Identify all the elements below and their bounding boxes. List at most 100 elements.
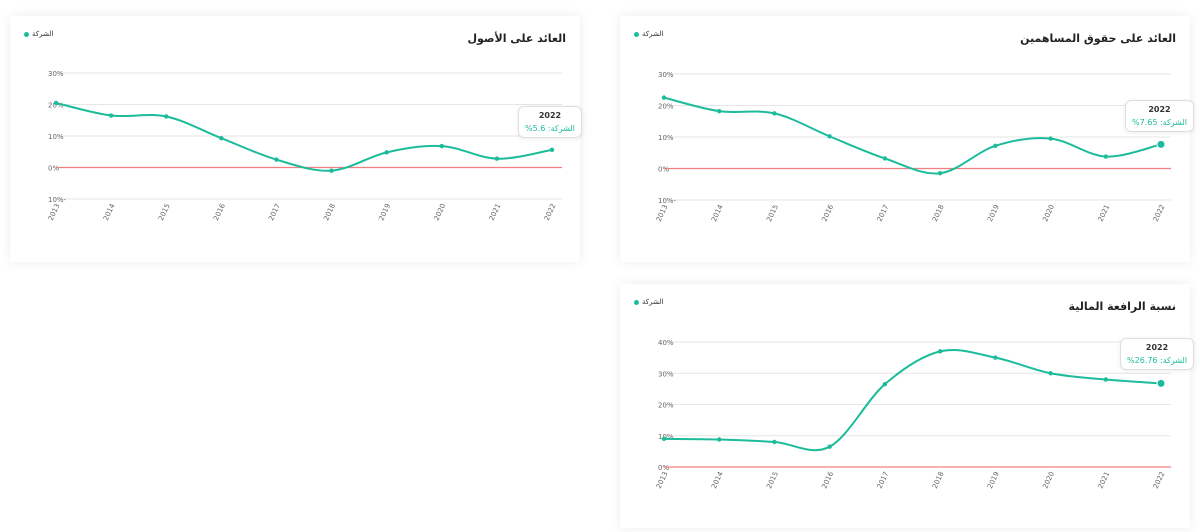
x-tick-label: 2019 <box>377 202 392 222</box>
data-point <box>1048 136 1053 141</box>
data-point <box>384 150 389 155</box>
x-tick-label: 2022 <box>543 202 558 222</box>
tooltip-value: 5.6% <box>525 124 546 133</box>
tooltip-value: 7.65% <box>1132 118 1158 127</box>
y-tick-label: 0% <box>658 166 669 174</box>
x-tick-label: 2020 <box>1041 203 1056 223</box>
data-point <box>882 381 888 387</box>
x-tick-label: 2022 <box>1152 203 1167 223</box>
data-point <box>661 436 667 442</box>
data-point <box>1103 377 1108 382</box>
x-tick-label: 2019 <box>986 470 1001 490</box>
data-point <box>937 349 943 354</box>
tooltip-series-label: الشركة <box>550 124 575 133</box>
tooltip-year: 2022 <box>1148 105 1171 114</box>
x-tick-label: 2019 <box>986 203 1001 223</box>
x-tick-label: 2022 <box>1152 470 1167 490</box>
data-point <box>329 168 334 173</box>
tooltip-year: 2022 <box>538 111 562 120</box>
legend-label: الشركة <box>32 30 54 38</box>
x-tick-label: 2018 <box>931 470 946 490</box>
y-tick-label: 20% <box>658 103 674 111</box>
chart-title: العائد على الأصول <box>467 32 566 45</box>
x-tick-label: 2018 <box>931 203 946 223</box>
chart-title: العائد على حقوق المساهمين <box>1020 32 1176 45</box>
data-point <box>108 113 114 118</box>
data-point <box>1103 154 1108 159</box>
x-tick-label: 2021 <box>1097 470 1112 490</box>
x-tick-label: 2020 <box>1041 470 1056 490</box>
data-point <box>993 355 998 360</box>
tooltip-value: 26.76% <box>1127 356 1158 365</box>
data-point <box>717 437 722 442</box>
roa-line-chart[interactable]: 30% 20% 10% 0% 10%-2013 2014 2015 2016 2017 2018 2… <box>10 16 580 262</box>
tooltip-series-label: الشركة <box>1162 356 1188 365</box>
x-tick-label: 2016 <box>820 470 835 490</box>
legend-label: الشركة <box>642 298 664 306</box>
chart-legend[interactable]: الشركة <box>634 30 663 38</box>
data-point <box>772 439 777 445</box>
data-point <box>661 95 667 100</box>
return-on-assets-card: العائد على الأصول الشركة 30% 20% 10% 0% 10%-… <box>10 16 582 262</box>
data-point <box>827 134 832 139</box>
chart-tooltip: 2022 الشركة: 26.76% <box>1120 338 1195 370</box>
x-tick-label: 2014 <box>710 203 725 223</box>
y-tick-label: 10% <box>658 433 674 441</box>
data-point <box>827 444 832 449</box>
data-point <box>274 157 279 162</box>
chart-legend[interactable]: الشركة <box>634 298 663 306</box>
data-point <box>993 143 998 149</box>
x-tick-label: 2013 <box>655 470 670 490</box>
x-tick-label: 2015 <box>765 203 780 223</box>
x-tick-label: 2014 <box>102 202 117 222</box>
y-tick-label: 30% <box>48 70 64 78</box>
leverage-line-chart[interactable]: 40% 30% 20% 10% 0%2013 2014 2015 2016 2017 2018 20… <box>620 284 1190 528</box>
roe-line-chart[interactable]: 30% 20% 10% 0% 10%-2013 2014 2015 2016 2017 2018 2… <box>620 16 1190 262</box>
data-point <box>439 143 444 149</box>
chart-title: نسبة الرافعة المالية <box>1068 300 1176 313</box>
data-point <box>53 100 59 106</box>
x-tick-label: 2018 <box>322 202 337 222</box>
x-tick-label: 2017 <box>267 202 282 222</box>
data-point <box>494 156 500 161</box>
tooltip-value-row: الشركة: 26.76% <box>1127 356 1188 365</box>
y-tick-label: 10%- <box>48 196 67 204</box>
data-point <box>1156 139 1166 149</box>
tooltip-year: 2022 <box>1145 343 1169 352</box>
y-tick-label: 40% <box>658 339 674 347</box>
y-tick-label: 10%- <box>658 197 677 205</box>
legend-dot-icon <box>634 299 639 305</box>
data-point <box>882 156 888 161</box>
y-tick-label: 0% <box>48 165 59 173</box>
tooltip-series-label: الشركة <box>1162 118 1187 127</box>
legend-dot-icon <box>24 31 29 37</box>
x-tick-label: 2016 <box>820 203 835 223</box>
x-tick-label: 2015 <box>157 202 172 222</box>
legend-label: الشركة <box>642 30 664 38</box>
y-tick-label: 30% <box>658 370 674 378</box>
y-tick-label: 0% <box>658 464 669 472</box>
x-tick-label: 2017 <box>876 470 891 490</box>
data-point <box>717 108 722 114</box>
x-tick-label: 2014 <box>710 470 725 490</box>
chart-legend[interactable]: الشركة <box>24 30 53 38</box>
legend-dot-icon <box>634 31 639 37</box>
chart-tooltip: 2022 الشركة: 7.65% <box>1125 100 1194 132</box>
series-line <box>663 96 1162 175</box>
y-tick-label: 20% <box>48 102 64 110</box>
data-point <box>937 171 943 176</box>
x-tick-label: 2021 <box>1097 203 1112 223</box>
y-tick-label: 10% <box>658 134 674 142</box>
data-point <box>772 111 777 116</box>
tooltip-value-row: الشركة: 7.65% <box>1132 118 1187 127</box>
data-point <box>1156 378 1166 388</box>
series-line <box>663 348 1162 452</box>
chart-tooltip: 2022 الشركة: 5.6% <box>518 106 582 138</box>
data-point <box>1048 371 1053 376</box>
series-line <box>55 101 553 172</box>
x-tick-label: 2015 <box>765 470 780 490</box>
x-tick-label: 2013 <box>47 202 62 222</box>
x-tick-label: 2021 <box>488 202 503 222</box>
tooltip-value-row: الشركة: 5.6% <box>525 124 575 133</box>
data-point <box>219 136 224 141</box>
